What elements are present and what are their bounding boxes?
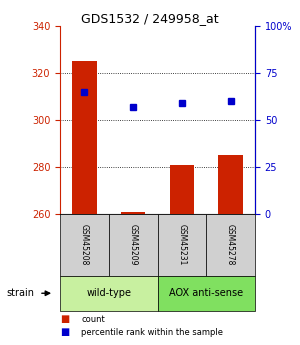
Text: wild-type: wild-type <box>86 288 131 298</box>
Text: ■: ■ <box>60 327 69 337</box>
Text: GSM45231: GSM45231 <box>177 224 186 266</box>
Bar <box>121 211 145 214</box>
Text: ■: ■ <box>60 314 69 324</box>
Text: GSM45208: GSM45208 <box>80 224 89 266</box>
Bar <box>170 165 194 214</box>
Bar <box>72 61 97 214</box>
Text: GDS1532 / 249958_at: GDS1532 / 249958_at <box>81 12 219 25</box>
Text: strain: strain <box>6 288 34 298</box>
Text: percentile rank within the sample: percentile rank within the sample <box>81 328 223 337</box>
Text: GSM45278: GSM45278 <box>226 224 235 266</box>
Text: GSM45209: GSM45209 <box>129 224 138 266</box>
Text: count: count <box>81 315 105 324</box>
Text: AOX anti-sense: AOX anti-sense <box>169 288 243 298</box>
Bar <box>218 155 243 214</box>
